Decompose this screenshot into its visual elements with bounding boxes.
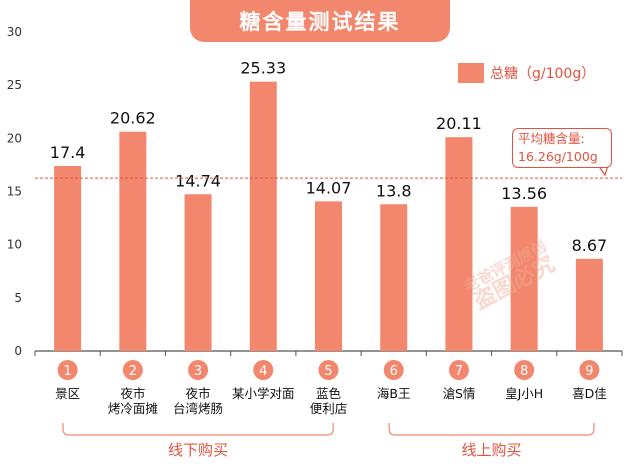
bar [380, 204, 408, 351]
bar [184, 194, 212, 351]
category-label: 蓝色 [316, 386, 342, 401]
y-tick-label: 25 [7, 78, 22, 92]
category-number: 8 [520, 364, 528, 379]
bar-value-label: 20.62 [110, 109, 156, 128]
category-number-badge [579, 360, 600, 380]
category-number-badge [318, 360, 339, 380]
y-tick-label: 30 [7, 25, 22, 39]
group-bracket [62, 423, 334, 436]
chart-title: 糖含量测试结果 [190, 0, 450, 42]
category-number: 1 [63, 364, 71, 379]
bar [445, 137, 473, 351]
bar [575, 258, 603, 351]
average-callout-value: 16.26g/100g [518, 149, 598, 164]
y-tick-label: 15 [7, 185, 22, 199]
bar-value-label: 8.67 [572, 236, 608, 255]
bar-value-label: 13.8 [376, 181, 412, 200]
category-number: 5 [324, 364, 332, 379]
category-label: 喜D佳 [572, 386, 607, 401]
category-number-badge [122, 360, 143, 380]
category-number: 6 [390, 364, 398, 379]
bar-value-label: 20.11 [436, 114, 482, 133]
category-label: 便利店 [310, 401, 348, 416]
category-number-badge [383, 360, 404, 380]
group-label: 线下购买 [168, 441, 228, 459]
category-label: 皇J小H [505, 386, 543, 401]
legend-label: 总糖（g/100g） [490, 66, 596, 82]
y-tick-label: 0 [14, 344, 22, 358]
y-tick-label: 10 [7, 238, 22, 252]
category-number-badge [188, 360, 209, 380]
category-number: 2 [129, 364, 137, 379]
bar [249, 81, 277, 352]
bar-value-label: 17.4 [50, 143, 86, 162]
group-bracket [388, 423, 595, 436]
average-callout: 平均糖含量: 16.26g/100g [512, 128, 612, 168]
category-number: 3 [194, 364, 202, 379]
bar [54, 165, 82, 351]
category-number: 7 [455, 364, 463, 379]
category-label: 景区 [55, 386, 80, 401]
bar-value-label: 14.07 [306, 178, 352, 197]
category-number-badge [253, 360, 274, 380]
bar [510, 206, 538, 351]
legend: 总糖（g/100g） [458, 62, 595, 84]
category-number-badge [57, 360, 78, 380]
category-number-badge [448, 360, 469, 380]
y-tick-label: 5 [14, 291, 22, 305]
category-label: 海B王 [377, 386, 411, 401]
bar [119, 131, 147, 351]
bar [315, 201, 342, 351]
bar-value-label: 25.33 [240, 59, 286, 78]
category-label: 台湾烤肠 [173, 401, 223, 416]
legend-swatch [458, 63, 484, 83]
category-label: 夜市 [186, 386, 211, 401]
bar-value-label: 14.74 [175, 171, 221, 190]
category-label: 某小学对面 [232, 386, 295, 401]
category-label: 夜市 [120, 386, 145, 401]
y-tick-label: 20 [7, 131, 22, 145]
category-number: 4 [259, 364, 267, 379]
bar-value-label: 13.56 [501, 184, 547, 203]
average-callout-title: 平均糖含量: [518, 131, 585, 146]
group-label: 线上购买 [462, 441, 522, 459]
category-number: 9 [585, 364, 593, 379]
category-label: 烤冷面摊 [108, 401, 158, 416]
category-label: 滄S情 [442, 386, 475, 401]
category-number-badge [514, 360, 535, 380]
